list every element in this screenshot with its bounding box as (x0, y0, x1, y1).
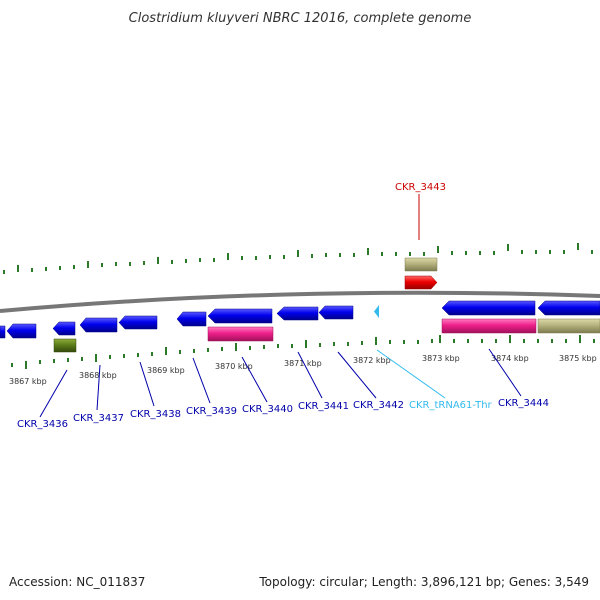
gene-labels: CKR_3436 CKR_3437 CKR_3438 CKR_3439 CKR_… (17, 182, 549, 430)
gene-label-ckr-3444[interactable]: CKR_3444 (498, 398, 549, 409)
scale-labels: 3867 kbp 3868 kbp 3869 kbp 3870 kbp 3871… (9, 354, 597, 386)
gene-ckr-3441-arrow[interactable] (207, 308, 273, 324)
gene-label-ckr-3440[interactable]: CKR_3440 (242, 404, 293, 415)
gene-arrow[interactable] (0, 325, 6, 339)
scale-label: 3871 kbp (284, 359, 322, 368)
scale-label: 3870 kbp (215, 362, 253, 371)
gene-label-ckr-3439[interactable]: CKR_3439 (186, 406, 237, 417)
scale-label: 3874 kbp (491, 354, 529, 363)
map-title: Clostridium kluyveri NBRC 12016, complet… (129, 11, 472, 26)
gene-label-ckr-3443[interactable]: CKR_3443 (395, 182, 446, 193)
gene-olive-box[interactable] (537, 318, 600, 334)
gene-forward-arrow[interactable] (537, 300, 600, 316)
accession-label: Accession: NC_011837 (9, 575, 146, 589)
gene-ckr-3438-arrow[interactable] (79, 317, 118, 333)
gene-track-lower (0, 305, 600, 353)
gene-label-ckr-3437[interactable]: CKR_3437 (73, 413, 124, 424)
gene-ckr-3442b-arrow[interactable] (318, 305, 354, 320)
gene-label-ckr-3438[interactable]: CKR_3438 (130, 409, 181, 420)
gene-ckr-3437-arrow[interactable] (52, 321, 76, 336)
scale-label: 3875 kbp (559, 354, 597, 363)
gene-label-ckr-3442[interactable]: CKR_3442 (353, 400, 404, 411)
gene-ckr-3442-arrow[interactable] (276, 306, 319, 321)
gene-ckr-3443-box[interactable] (404, 257, 438, 272)
scale-label: 3873 kbp (422, 354, 460, 363)
gene-label-ckr-trna61-thr[interactable]: CKR_tRNA61-Thr (409, 400, 493, 411)
genome-backbone (0, 290, 600, 313)
gene-ckr-3439-arrow[interactable] (118, 315, 158, 330)
gene-ckr-3444-arrow[interactable] (441, 300, 536, 316)
lower-tick-track (11, 335, 595, 369)
scale-label: 3868 kbp (79, 371, 117, 380)
gene-rna-long-box[interactable] (441, 318, 537, 334)
gene-rna-box[interactable] (207, 326, 274, 342)
trna-marker[interactable] (374, 305, 379, 318)
gene-ckr-3440-arrow[interactable] (176, 311, 207, 327)
label-leader-lines (39, 194, 522, 418)
gene-ckr-3436-arrow[interactable] (6, 323, 37, 339)
scale-label: 3872 kbp (353, 356, 391, 365)
gene-label-ckr-3436[interactable]: CKR_3436 (17, 419, 68, 430)
genome-stats-label: Topology: circular; Length: 3,896,121 bp… (259, 575, 589, 589)
gene-ckr-3436-box[interactable] (53, 338, 77, 353)
gene-label-ckr-3441[interactable]: CKR_3441 (298, 401, 349, 412)
upper-tick-track (3, 243, 593, 274)
gene-ckr-3443-arrow[interactable] (404, 275, 438, 290)
scale-label: 3869 kbp (147, 366, 185, 375)
scale-label: 3867 kbp (9, 377, 47, 386)
gene-track-upper (404, 257, 600, 316)
